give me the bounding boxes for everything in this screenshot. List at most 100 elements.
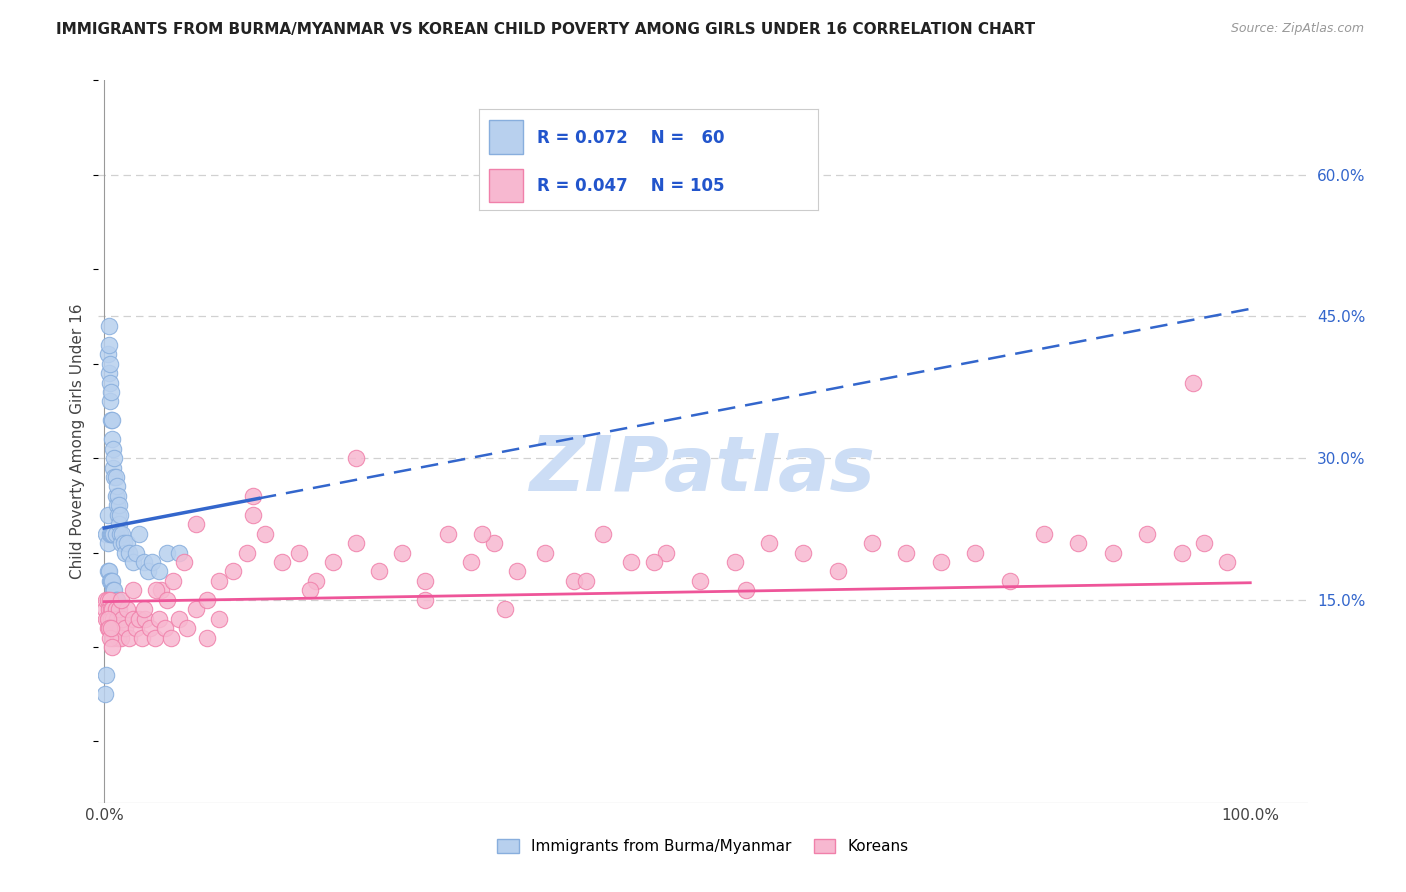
- Point: [592, 526, 614, 541]
- Y-axis label: Child Poverty Among Girls Under 16: Child Poverty Among Girls Under 16: [70, 304, 86, 579]
- Point: [143, 631, 166, 645]
- Point: [112, 536, 135, 550]
- Point: [195, 592, 218, 607]
- Point: [97, 508, 120, 522]
- Point: [482, 536, 505, 550]
- Point: [110, 592, 132, 607]
- Point: [103, 612, 125, 626]
- Point: [97, 565, 120, 579]
- Point: [104, 489, 127, 503]
- Point: [103, 470, 125, 484]
- Point: [723, 555, 745, 569]
- Point: [97, 621, 120, 635]
- Point: [97, 347, 120, 361]
- Point: [270, 555, 292, 569]
- Point: [148, 565, 170, 579]
- Point: [98, 394, 121, 409]
- Point: [176, 621, 198, 635]
- Point: [105, 612, 128, 626]
- Point: [97, 612, 120, 626]
- Legend: Immigrants from Burma/Myanmar, Koreans: Immigrants from Burma/Myanmar, Koreans: [491, 832, 915, 860]
- Point: [110, 536, 132, 550]
- Point: [134, 602, 156, 616]
- Point: [167, 545, 190, 559]
- Point: [562, 574, 585, 588]
- Point: [104, 592, 127, 607]
- Point: [97, 592, 120, 607]
- Point: [115, 602, 138, 616]
- Point: [368, 565, 391, 579]
- Text: ZIPatlas: ZIPatlas: [530, 434, 876, 508]
- Point: [98, 592, 121, 607]
- Point: [643, 555, 665, 569]
- Point: [104, 470, 127, 484]
- Point: [184, 602, 207, 616]
- Point: [159, 631, 181, 645]
- Point: [103, 631, 125, 645]
- Point: [101, 432, 124, 446]
- Point: [103, 583, 125, 598]
- Point: [128, 526, 150, 541]
- Point: [1101, 545, 1123, 559]
- Point: [860, 536, 883, 550]
- Point: [104, 602, 127, 616]
- Point: [156, 545, 179, 559]
- Point: [105, 479, 128, 493]
- Point: [344, 536, 367, 550]
- Point: [100, 602, 122, 616]
- Point: [101, 640, 124, 654]
- Point: [103, 526, 125, 541]
- Point: [150, 583, 173, 598]
- Point: [134, 555, 156, 569]
- Point: [965, 545, 987, 559]
- Point: [437, 526, 460, 541]
- Point: [413, 574, 436, 588]
- Point: [101, 602, 124, 616]
- Point: [242, 489, 264, 503]
- Point: [97, 366, 120, 380]
- Point: [97, 536, 120, 550]
- Point: [145, 583, 167, 598]
- Point: [101, 574, 124, 588]
- Point: [929, 555, 952, 569]
- Point: [96, 612, 118, 626]
- Point: [1181, 376, 1204, 390]
- Point: [136, 565, 159, 579]
- Point: [98, 376, 121, 390]
- Point: [620, 555, 643, 569]
- Point: [101, 621, 124, 635]
- Point: [114, 545, 136, 559]
- Point: [110, 631, 132, 645]
- Point: [118, 545, 141, 559]
- Point: [494, 602, 516, 616]
- Point: [115, 536, 138, 550]
- Point: [121, 555, 143, 569]
- Point: [100, 612, 122, 626]
- Point: [121, 583, 143, 598]
- Point: [139, 621, 162, 635]
- Point: [1136, 526, 1159, 541]
- Point: [471, 526, 494, 541]
- Point: [114, 621, 136, 635]
- Point: [98, 574, 121, 588]
- Point: [998, 574, 1021, 588]
- Point: [96, 668, 118, 682]
- Point: [96, 526, 118, 541]
- Point: [103, 442, 125, 456]
- Point: [100, 574, 122, 588]
- Point: [460, 555, 482, 569]
- Point: [104, 526, 127, 541]
- Point: [322, 555, 344, 569]
- Point: [506, 565, 529, 579]
- Point: [108, 526, 131, 541]
- Point: [100, 621, 122, 635]
- Point: [221, 565, 243, 579]
- Point: [100, 413, 122, 427]
- Text: IMMIGRANTS FROM BURMA/MYANMAR VS KOREAN CHILD POVERTY AMONG GIRLS UNDER 16 CORRE: IMMIGRANTS FROM BURMA/MYANMAR VS KOREAN …: [56, 22, 1035, 37]
- Point: [896, 545, 918, 559]
- Point: [208, 612, 231, 626]
- Point: [655, 545, 678, 559]
- Point: [236, 545, 259, 559]
- Point: [141, 555, 163, 569]
- Point: [94, 602, 117, 616]
